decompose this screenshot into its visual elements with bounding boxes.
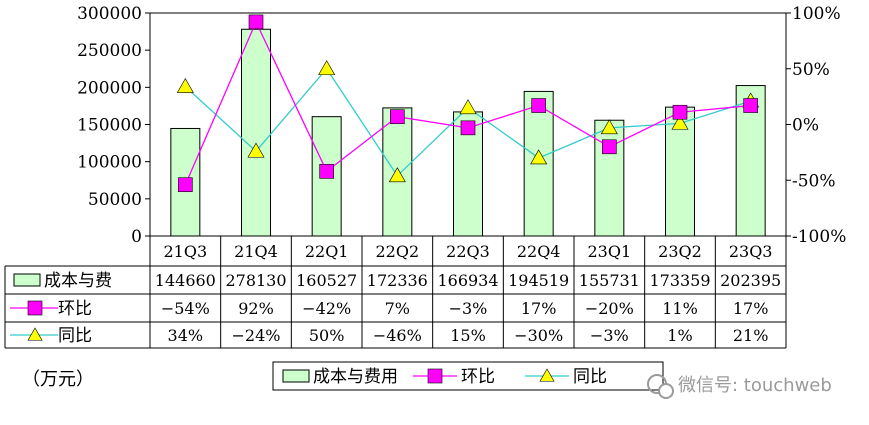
table-cell: 50%: [309, 326, 345, 345]
table-cell: 7%: [385, 299, 410, 318]
table-cell: 194519: [508, 271, 569, 290]
qoq-point: [531, 98, 546, 113]
x-axis-tick-label: 23Q3: [729, 242, 773, 261]
x-axis-tick-label: 23Q1: [588, 242, 632, 261]
yoy-point: [459, 99, 477, 115]
row-key-marker: [27, 327, 43, 341]
right-axis: -100% -50% 0% 50% 100%: [786, 4, 846, 247]
data-table: 21Q3 21Q4 22Q1 22Q2 22Q3 22Q4 23Q1 23Q2 23Q3 成本与费…: [4, 235, 787, 349]
x-axis-tick-label: 22Q4: [517, 242, 561, 261]
left-axis-tick-label: 100000: [77, 153, 142, 173]
lines-layer: [176, 14, 760, 193]
right-axis-tick-label: -100%: [792, 227, 846, 247]
x-axis-tick-label: 22Q1: [305, 242, 349, 261]
qoq-point: [178, 177, 193, 193]
table-cell: −3%: [590, 326, 629, 345]
x-axis-tick-label: 22Q3: [446, 242, 490, 261]
right-axis-tick-label: 50%: [792, 60, 830, 80]
table-cell: −20%: [585, 299, 634, 318]
table-cell: −30%: [514, 326, 563, 345]
table-cell: 278130: [225, 271, 286, 290]
table-cell: 11%: [662, 299, 698, 318]
watermark-text: 微信号: touchweb: [678, 375, 832, 396]
yoy-point: [600, 119, 618, 135]
table-cell: 166934: [437, 271, 498, 290]
yoy-point: [671, 114, 689, 130]
left-axis-tick-label: 250000: [77, 41, 142, 61]
left-axis-tick-label: 300000: [77, 4, 142, 24]
row-header-label: 同比: [58, 326, 92, 346]
table-cell: −42%: [302, 299, 351, 318]
row-header-label: 成本与费: [44, 271, 112, 291]
qoq-point: [319, 164, 334, 179]
right-axis-tick-label: 100%: [792, 4, 841, 24]
x-axis-tick-label: 22Q2: [376, 242, 420, 261]
right-axis-tick-label: -50%: [792, 171, 836, 191]
wechat-icon: [647, 374, 674, 399]
table-cell: 15%: [450, 326, 486, 345]
x-axis-tick-label: 21Q4: [234, 242, 278, 261]
qoq-point: [672, 104, 688, 120]
legend-label: 环比: [461, 367, 495, 387]
legend-label: 同比: [573, 367, 607, 387]
table-cell: 17%: [733, 299, 769, 318]
table-cell: 155731: [579, 271, 640, 290]
table-cell: −46%: [373, 326, 422, 345]
left-axis-tick-label: 50000: [88, 190, 142, 210]
qoq-point: [248, 14, 264, 30]
yoy-point: [388, 167, 406, 183]
legend-label: 成本与费用: [313, 367, 398, 387]
table-cell: 173359: [649, 271, 710, 290]
x-axis-tick-label: 23Q2: [658, 242, 702, 261]
qoq-point: [743, 98, 758, 113]
table-cell: 144660: [155, 271, 216, 290]
watermark: 微信号: touchweb: [647, 374, 832, 399]
row-key-marker: [27, 300, 43, 316]
unit-label: （万元）: [22, 369, 94, 390]
yoy-point: [318, 60, 336, 76]
table-cell: 160527: [296, 271, 357, 290]
bar: [594, 119, 625, 237]
table-cell: −54%: [161, 299, 210, 318]
table-cell: 21%: [733, 326, 769, 345]
table-cell: −3%: [449, 299, 488, 318]
left-axis-tick-label: 150000: [77, 116, 142, 136]
qoq-point: [460, 120, 476, 136]
table-cell: 202395: [720, 271, 781, 290]
table-cell: 1%: [667, 326, 692, 345]
table-cell: 92%: [238, 299, 274, 318]
legend-swatch-marker: [427, 368, 443, 384]
left-axis-tick-label: 0: [131, 227, 142, 247]
legend-box: [272, 361, 664, 391]
table-cell: 34%: [168, 326, 204, 345]
left-axis: 0 50000 100000 150000 200000 250000 300000: [77, 4, 150, 247]
yoy-point: [530, 149, 548, 165]
legend-swatch-bar: [282, 369, 310, 383]
bar: [241, 28, 271, 237]
row-header-label: 环比: [58, 299, 92, 319]
qoq-point: [390, 109, 405, 124]
x-axis-tick-label: 21Q3: [164, 242, 208, 261]
qoq-point: [602, 139, 617, 155]
right-axis-tick-label: 0%: [792, 116, 819, 136]
yoy-point: [176, 77, 194, 93]
row-key-bar: [13, 273, 41, 287]
yoy-point: [247, 142, 265, 158]
legend: 成本与费用 环比 同比: [272, 361, 664, 391]
legend-swatch-marker: [539, 368, 555, 382]
table-cell: 17%: [521, 299, 557, 318]
table-cell: −24%: [232, 326, 281, 345]
table-cell: 172336: [367, 271, 428, 290]
left-axis-tick-label: 200000: [77, 78, 142, 98]
